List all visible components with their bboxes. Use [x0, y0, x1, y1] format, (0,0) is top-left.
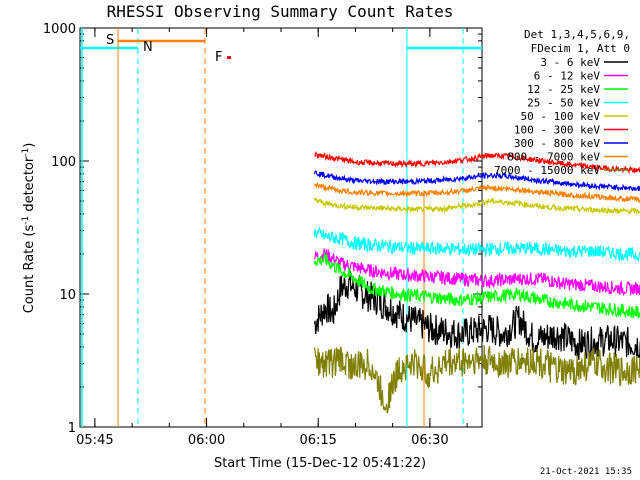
y-axis-label: Count Rate (s-1 detector-1)	[21, 143, 37, 314]
series-line-6	[313, 170, 640, 192]
legend-label: 7000 - 15000 keV	[494, 164, 600, 177]
legend-label: 3 - 6 keV	[540, 56, 600, 69]
legend-header-1: Det 1,3,4,5,6,9,	[524, 28, 630, 41]
x-axis-ticks: 05:45 06:00 06:15 06:30	[76, 28, 468, 448]
x-axis-label: Start Time (15-Dec-12 05:41:22)	[214, 456, 426, 471]
legend-label: 300 - 800 keV	[514, 137, 600, 150]
generation-timestamp: 21-Oct-2021 15:35	[540, 467, 632, 477]
legend-label: 25 - 50 keV	[527, 97, 600, 110]
y-tick-label: 100	[51, 155, 76, 170]
chart-title: RHESSI Observing Summary Count Rates	[107, 2, 454, 21]
series-line-3	[313, 225, 640, 262]
legend-label: 50 - 100 keV	[521, 110, 601, 123]
saa-label: S	[106, 33, 114, 48]
series-line-8	[313, 345, 640, 414]
observing-markers: S N F	[80, 28, 482, 427]
series-line-2	[313, 251, 640, 320]
legend-label: 100 - 300 keV	[514, 124, 600, 137]
series-line-7	[313, 181, 640, 204]
y-tick-label: 1000	[43, 22, 76, 37]
count-rate-series	[313, 151, 640, 414]
flare-marker-dot	[227, 56, 231, 59]
legend-label: 800 - 7000 keV	[507, 151, 600, 164]
y-axis-ticks: 1 10 100 1000	[43, 22, 482, 436]
legend-header-2: FDecim 1, Att 0	[531, 42, 630, 55]
x-tick-label: 06:30	[411, 433, 448, 448]
x-tick-label: 05:45	[76, 433, 113, 448]
series-line-5	[314, 151, 640, 175]
x-tick-label: 06:15	[299, 433, 336, 448]
y-tick-label: 1	[68, 421, 76, 436]
legend-label: 12 - 25 keV	[527, 83, 600, 96]
night-label: N	[143, 40, 153, 55]
y-tick-label: 10	[59, 288, 76, 303]
x-tick-label: 06:00	[188, 433, 225, 448]
series-line-4	[313, 197, 640, 216]
legend-label: 6 - 12 keV	[534, 70, 601, 83]
flare-label: F	[215, 50, 222, 65]
legend: Det 1,3,4,5,6,9, FDecim 1, Att 0 3 - 6 k…	[494, 28, 630, 177]
series-line-1	[313, 248, 640, 297]
